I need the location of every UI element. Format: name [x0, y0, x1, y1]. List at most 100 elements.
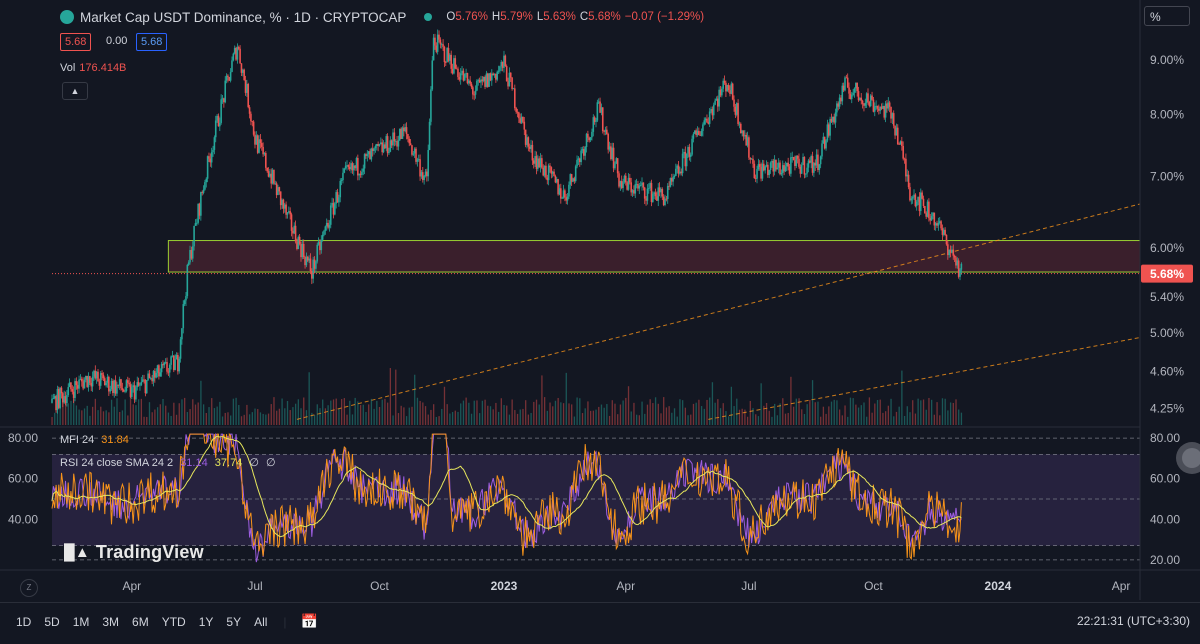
candle	[905, 153, 907, 182]
volume-bar	[752, 408, 754, 425]
candle	[539, 153, 542, 173]
candle-body	[879, 106, 881, 111]
symbol-title[interactable]: Market Cap USDT Dominance, % · 1D · CRYP…	[80, 9, 407, 25]
candle	[853, 87, 856, 98]
candle	[182, 300, 185, 334]
volume-bar	[119, 411, 121, 425]
volume-bar	[795, 398, 797, 425]
volume-bar	[257, 409, 259, 425]
candle	[806, 163, 808, 178]
candle-body	[698, 130, 700, 135]
candle-body	[139, 384, 141, 386]
candle	[500, 59, 503, 72]
range-6m-button[interactable]: 6M	[132, 614, 149, 629]
candle-body	[872, 99, 875, 112]
candle-body	[86, 375, 88, 387]
candle	[871, 91, 873, 101]
candle-body	[197, 203, 199, 223]
candle	[237, 45, 240, 51]
candle	[351, 161, 354, 174]
volume-bar	[151, 412, 153, 425]
candle	[348, 162, 351, 172]
settings-gear-icon[interactable]	[1170, 436, 1200, 480]
candle	[804, 173, 807, 178]
calendar-icon[interactable]: 📅	[300, 613, 318, 629]
ask-price-box[interactable]: 5.68	[136, 33, 168, 51]
candle-body	[354, 165, 356, 169]
candle	[335, 189, 337, 209]
candle	[883, 105, 886, 120]
candle-body	[275, 183, 278, 196]
range-all-button[interactable]: All	[254, 614, 268, 629]
volume-bar	[248, 414, 251, 425]
candle-body	[792, 156, 795, 161]
candle-body	[458, 77, 461, 80]
candle-body	[570, 174, 573, 182]
candle	[125, 379, 128, 393]
volume-bar	[944, 398, 946, 425]
candle-body	[132, 385, 134, 388]
candle-body	[397, 140, 400, 147]
candle	[865, 92, 868, 109]
range-1d-button[interactable]: 1D	[16, 614, 32, 629]
candle	[704, 117, 707, 125]
candle	[248, 104, 251, 119]
candle	[509, 72, 512, 82]
candle	[90, 377, 93, 392]
candle-body	[439, 39, 442, 45]
candle-body	[335, 192, 337, 204]
candle	[771, 159, 773, 168]
candle-body	[404, 127, 406, 132]
range-1y-button[interactable]: 1Y	[198, 614, 214, 629]
candle-body	[500, 61, 503, 67]
candle-body	[285, 204, 287, 215]
bid-price-box[interactable]: 5.68	[60, 33, 92, 51]
candle	[768, 169, 771, 179]
candle-body	[756, 169, 758, 179]
candle-body	[837, 103, 840, 107]
candle-body	[780, 172, 783, 175]
candle	[650, 179, 653, 207]
price-tick-label: 5.40%	[1150, 290, 1184, 304]
candle	[522, 116, 524, 124]
candle	[585, 132, 588, 153]
candle	[114, 375, 117, 396]
volume-bar	[893, 416, 895, 425]
volume-bar	[435, 416, 438, 425]
candle-body	[187, 262, 190, 265]
candle-body	[189, 250, 191, 263]
candle	[675, 163, 677, 176]
range-1m-button[interactable]: 1M	[72, 614, 90, 629]
zoom-reset-button[interactable]: Z	[20, 579, 38, 597]
candle-body	[91, 376, 94, 387]
collapse-legend-button[interactable]: ▲	[62, 82, 88, 100]
range-ytd-button[interactable]: YTD	[161, 614, 186, 629]
volume-bar	[638, 415, 641, 425]
indicator-right-tick: 20.00	[1150, 553, 1180, 567]
candle-body	[695, 130, 697, 136]
volume-bar	[395, 369, 397, 425]
volume-bar	[728, 416, 730, 425]
scale-mode-button[interactable]: %	[1144, 6, 1190, 26]
volume-bar	[100, 406, 102, 425]
candle	[260, 139, 263, 151]
candle-body	[821, 143, 823, 157]
candle	[109, 385, 111, 394]
candle	[546, 174, 549, 185]
candle	[243, 68, 245, 81]
candle	[849, 89, 852, 100]
candle-body	[863, 103, 865, 106]
candle	[518, 111, 520, 124]
candle	[867, 88, 869, 105]
candle-body	[316, 244, 319, 262]
candle	[396, 135, 398, 150]
volume-bar	[703, 408, 705, 425]
range-5d-button[interactable]: 5D	[44, 614, 60, 629]
clock-timezone[interactable]: 22:21:31 (UTC+3:30)	[1076, 614, 1190, 628]
volume-bar	[644, 413, 646, 425]
range-5y-button[interactable]: 5Y	[226, 614, 242, 629]
range-3m-button[interactable]: 3M	[102, 614, 120, 629]
candle-body	[681, 153, 684, 174]
